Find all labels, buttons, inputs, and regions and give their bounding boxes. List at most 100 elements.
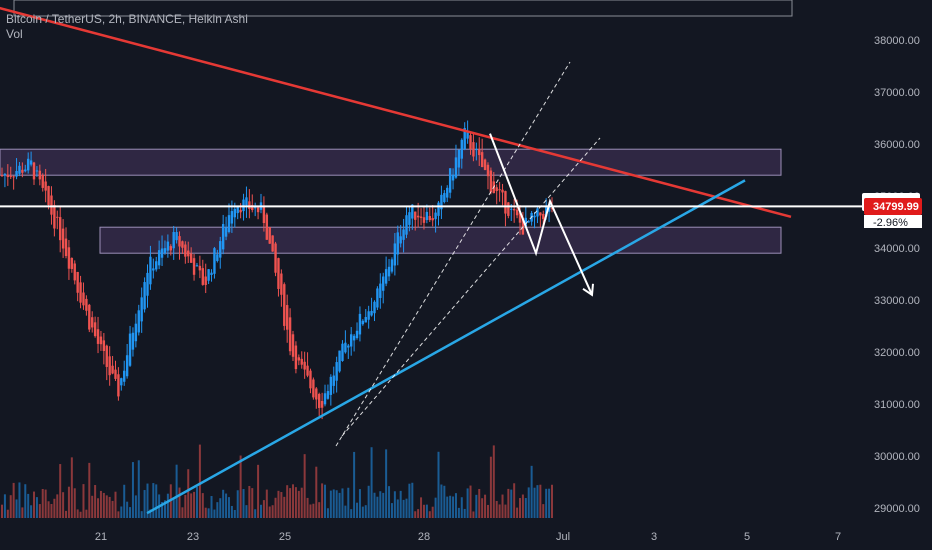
candle-body — [440, 194, 443, 210]
candle-body — [431, 218, 434, 221]
volume-bar — [551, 484, 553, 518]
volume-bar — [518, 498, 521, 518]
volume-bar — [533, 487, 536, 518]
candle-body — [123, 370, 126, 382]
candle-body — [245, 197, 248, 206]
candle-body — [253, 207, 257, 209]
volume-bar — [472, 511, 475, 518]
volume-bar — [469, 485, 472, 518]
candle-body — [143, 282, 146, 310]
volume-bar — [41, 489, 44, 518]
candle-body — [507, 202, 510, 216]
support-trendline[interactable] — [146, 179, 746, 515]
volume-bar — [219, 498, 222, 518]
candle-body — [248, 201, 251, 209]
chart-legend: Bitcoin / TetherUS, 2h, BINANCE, Heikin … — [6, 12, 248, 42]
volume-bar — [161, 501, 164, 518]
volume-bar — [18, 482, 21, 518]
volume-bar — [428, 511, 431, 518]
candle-body — [399, 236, 402, 244]
candle-body — [67, 247, 71, 269]
volume-bar — [245, 505, 248, 518]
volume-bar — [1, 504, 3, 518]
volume-bar — [513, 483, 516, 518]
volume-bar — [545, 488, 548, 518]
volume-bar — [312, 503, 315, 518]
volume-bar — [495, 500, 498, 518]
price-tick-label: 34000.00 — [874, 243, 920, 255]
candle-body — [169, 246, 172, 251]
volume-bar — [309, 504, 312, 518]
candle-body — [515, 209, 519, 216]
channel-line-upper[interactable] — [335, 61, 571, 447]
candle-body — [297, 357, 301, 361]
candle-body — [486, 164, 490, 177]
change-label: -2.96% — [873, 217, 908, 229]
volume-bar — [411, 482, 414, 518]
symbol-title[interactable]: Bitcoin / TetherUS, 2h, BINANCE, Heikin … — [6, 12, 248, 26]
candle-body — [521, 217, 525, 235]
volume-bar — [390, 503, 393, 518]
candle-body — [44, 181, 47, 191]
volume-label[interactable]: Vol — [6, 27, 23, 41]
volume-bar — [306, 497, 309, 518]
candle-body — [384, 269, 388, 284]
candle-body — [70, 258, 74, 269]
candle-body — [268, 227, 271, 244]
candle-body — [510, 208, 513, 210]
candle-body — [166, 241, 170, 251]
volume-bar — [489, 456, 492, 518]
candle-body — [24, 169, 27, 172]
candle-body — [91, 317, 94, 328]
volume-bar — [15, 499, 18, 518]
time-axis[interactable]: 21 23 25 28 Jul 3 5 7 — [95, 531, 841, 543]
price-tick-label: 37000.00 — [874, 87, 920, 99]
candle-body — [344, 342, 347, 353]
volume-bar — [12, 482, 15, 518]
volume-bar — [117, 511, 120, 518]
candle-body — [155, 261, 158, 270]
volume-bar — [501, 494, 504, 518]
candle-body — [367, 311, 370, 320]
candle-body — [483, 159, 487, 171]
channel-line-lower[interactable] — [341, 137, 601, 437]
price-tick-label: 32000.00 — [874, 347, 920, 359]
candle-body — [96, 329, 100, 344]
volume-bar — [190, 493, 193, 518]
candle-body — [18, 165, 21, 174]
candle-body — [504, 191, 507, 214]
candle-body — [251, 205, 254, 211]
candle-body — [405, 215, 408, 235]
resistance-trendline[interactable] — [0, 0, 792, 219]
volume-bar — [393, 491, 396, 518]
candle-body — [542, 213, 545, 220]
volume-bar — [548, 488, 551, 518]
volume-bar — [129, 507, 132, 518]
time-tick-label: 5 — [744, 531, 750, 543]
projected-path[interactable] — [489, 133, 593, 296]
candle-body — [332, 375, 335, 386]
volume-bars — [1, 444, 553, 518]
volume-bar — [242, 489, 245, 518]
candle-body — [21, 169, 24, 173]
volume-bar — [277, 490, 280, 518]
volume-bar — [193, 491, 196, 518]
candle-body — [53, 205, 56, 229]
candle-body — [280, 273, 283, 295]
volume-bar — [446, 496, 449, 518]
candle-body — [230, 211, 234, 224]
volume-bar — [408, 483, 411, 518]
candle-body — [271, 235, 274, 252]
candle-body — [425, 211, 429, 221]
candle-body — [61, 228, 65, 249]
time-tick-label: 25 — [279, 531, 291, 543]
volume-bar — [30, 505, 33, 518]
volume-bar — [539, 484, 542, 518]
volume-bar — [280, 492, 283, 518]
candle-body — [527, 221, 530, 223]
volume-bar — [248, 485, 251, 518]
volume-bar — [126, 501, 129, 518]
volume-bar — [76, 509, 79, 518]
candle-body — [128, 333, 132, 366]
